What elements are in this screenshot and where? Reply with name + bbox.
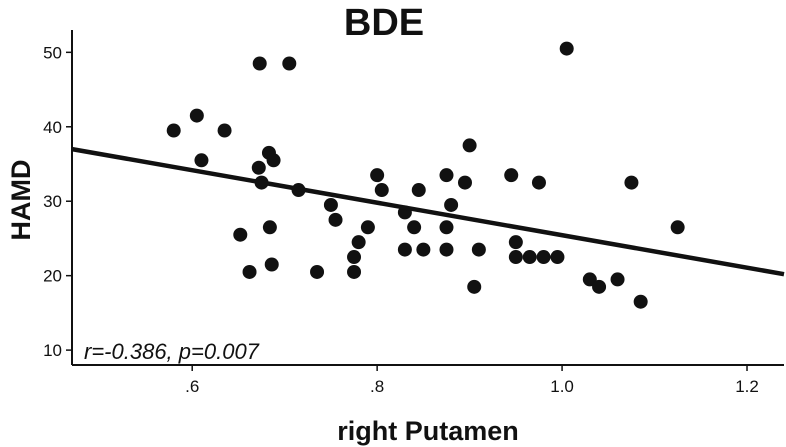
y-axis-label: HAMD: [6, 160, 36, 241]
data-point: [360, 220, 375, 235]
data-point: [416, 242, 431, 257]
regression-line: [71, 146, 785, 277]
data-point: [252, 56, 267, 71]
x-tick-label: .8: [370, 377, 384, 396]
data-point: [374, 183, 389, 198]
plot-area: .6 .8 1.0 1.2 10 20 30 40 50: [43, 30, 785, 396]
data-point: [370, 168, 385, 183]
y-tick-label: 40: [43, 118, 62, 137]
data-point: [462, 138, 477, 153]
data-point: [407, 220, 422, 235]
data-point: [457, 175, 472, 190]
data-point: [242, 264, 257, 279]
data-point: [592, 279, 607, 294]
data-point: [262, 220, 277, 235]
data-point: [266, 153, 281, 168]
x-tick-label: 1.0: [550, 377, 574, 396]
data-point: [351, 235, 366, 250]
data-point: [467, 279, 482, 294]
data-point: [310, 264, 325, 279]
data-points: [166, 41, 685, 309]
data-point: [328, 212, 343, 227]
data-point: [347, 264, 362, 279]
data-point: [189, 108, 204, 123]
data-point: [536, 250, 551, 265]
x-tick-label: 1.2: [735, 377, 759, 396]
x-axis-label: right Putamen: [337, 416, 519, 446]
data-point: [264, 257, 279, 272]
data-point: [624, 175, 639, 190]
data-point: [166, 123, 181, 138]
data-point: [282, 56, 297, 71]
data-point: [439, 168, 454, 183]
data-point: [217, 123, 232, 138]
x-axis-ticks: .6 .8 1.0 1.2: [185, 365, 759, 396]
data-point: [194, 153, 209, 168]
y-tick-label: 30: [43, 192, 62, 211]
y-tick-label: 20: [43, 267, 62, 286]
chart-title: BDE: [344, 2, 424, 44]
data-point: [397, 242, 412, 257]
correlation-annotation: r=-0.386, p=0.007: [84, 339, 260, 364]
data-point: [531, 175, 546, 190]
y-axis-ticks: 10 20 30 40 50: [43, 43, 72, 360]
data-point: [233, 227, 248, 242]
data-point: [508, 250, 523, 265]
data-point: [508, 235, 523, 250]
data-point: [439, 220, 454, 235]
data-point: [347, 250, 362, 265]
data-point: [559, 41, 574, 56]
data-point: [471, 242, 486, 257]
x-tick-label: .6: [185, 377, 199, 396]
data-point: [439, 242, 454, 257]
y-tick-label: 10: [43, 341, 62, 360]
data-point: [444, 197, 459, 212]
data-point: [323, 197, 338, 212]
data-point: [522, 250, 537, 265]
y-tick-label: 50: [43, 43, 62, 62]
data-point: [550, 250, 565, 265]
data-point: [670, 220, 685, 235]
data-point: [504, 168, 519, 183]
data-point: [251, 160, 266, 175]
data-point: [633, 294, 648, 309]
data-point: [610, 272, 625, 287]
data-point: [411, 183, 426, 198]
